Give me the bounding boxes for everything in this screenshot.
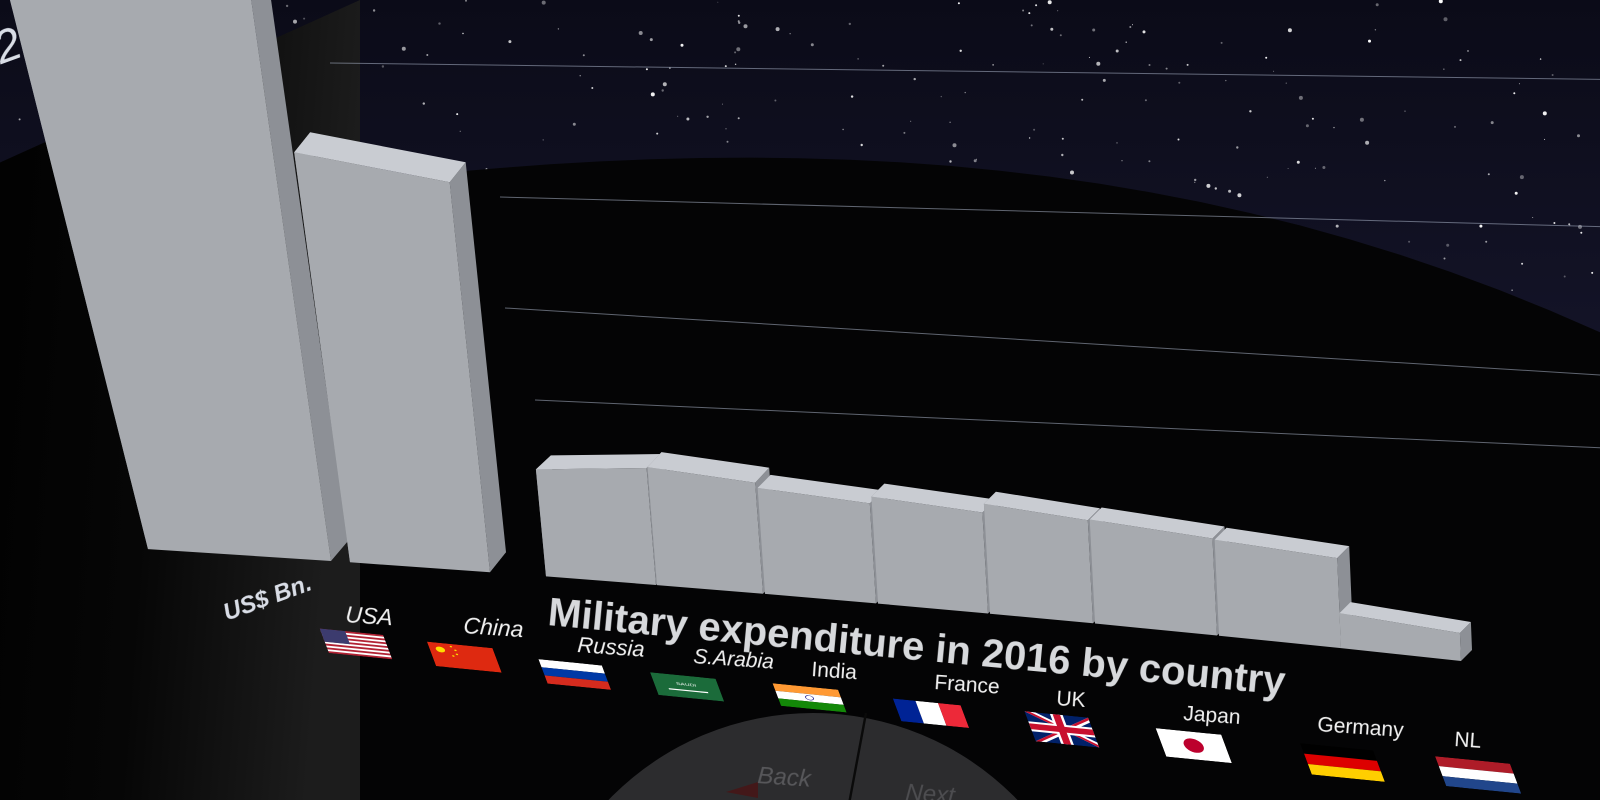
svg-text:China: China	[463, 612, 525, 642]
svg-text:Next: Next	[905, 779, 957, 800]
svg-text:India: India	[811, 658, 858, 684]
svg-text:France: France	[934, 671, 1001, 699]
svg-text:Japan: Japan	[1183, 702, 1242, 729]
svg-text:Back: Back	[757, 762, 814, 793]
svg-text:UK: UK	[1056, 687, 1087, 712]
svg-text:USA: USA	[345, 601, 394, 630]
svg-text:NL: NL	[1454, 728, 1482, 753]
svg-text:Russia: Russia	[577, 632, 646, 662]
